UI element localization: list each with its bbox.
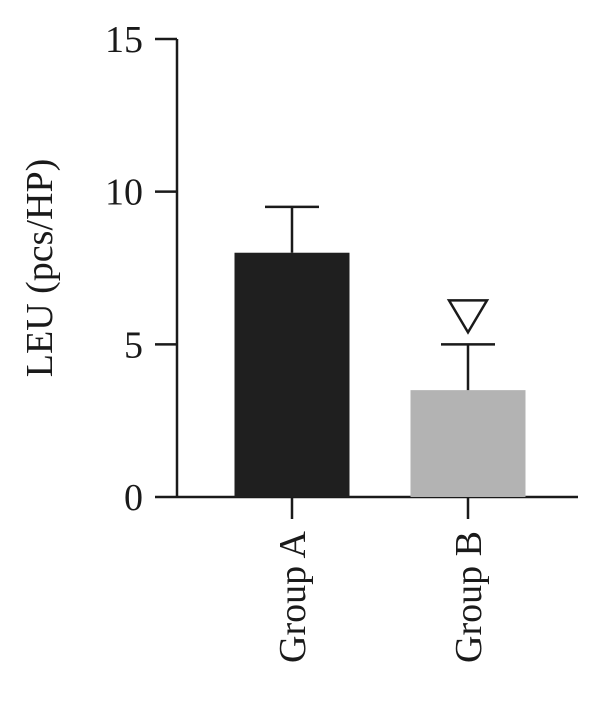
annotations [446, 299, 490, 335]
y-tick-label: 0 [124, 477, 143, 519]
y-tick-label: 5 [124, 324, 143, 366]
y-tick-label: 10 [105, 172, 143, 214]
y-axis: 0 5 10 15 [105, 19, 179, 519]
bars [234, 252, 526, 497]
y-axis-title: LEU (pcs/HP) [19, 159, 61, 377]
error-bars [265, 205, 495, 391]
bar [234, 252, 350, 497]
x-tick-label: Group B [448, 531, 490, 663]
y-tick-label: 15 [105, 19, 143, 61]
x-axis: Group A Group B [177, 495, 578, 663]
bar [410, 390, 526, 497]
significance-marker [446, 299, 490, 335]
x-tick-label: Group A [272, 530, 314, 663]
